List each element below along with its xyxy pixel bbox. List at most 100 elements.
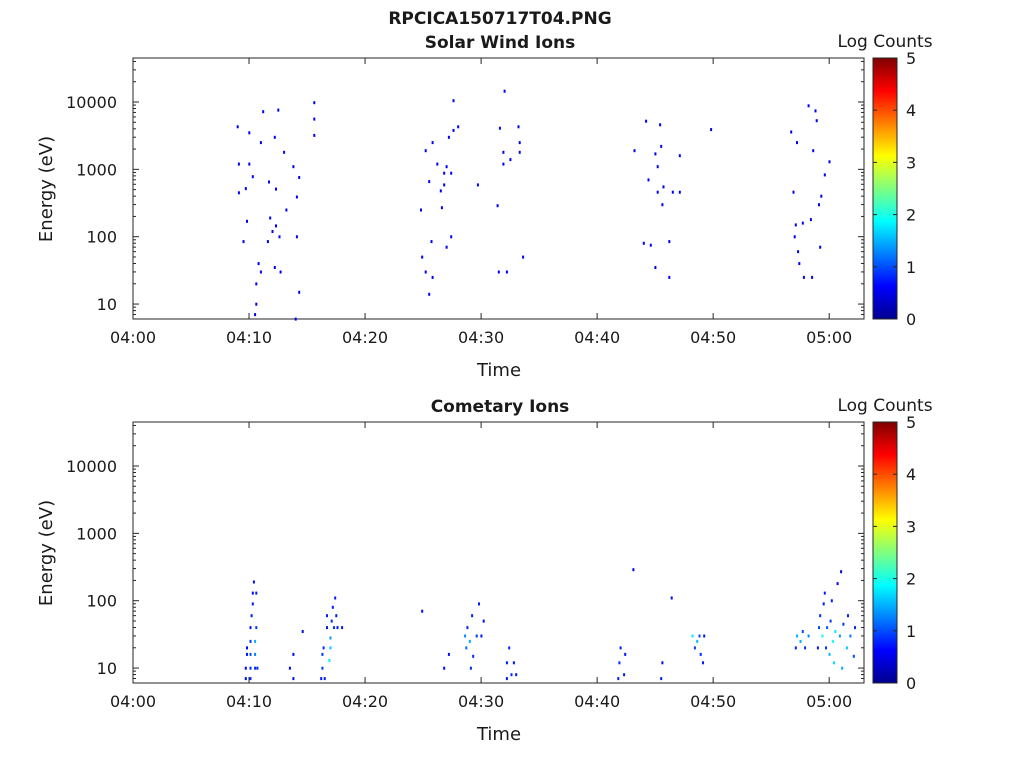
heatmap-cell xyxy=(244,666,247,670)
heatmap-cell xyxy=(246,652,248,656)
heatmap-cell xyxy=(283,150,286,154)
heatmap-cell xyxy=(512,661,515,665)
heatmap-cell xyxy=(320,677,323,681)
heatmap-cell xyxy=(662,185,665,189)
heatmap-cell xyxy=(821,634,824,638)
x-tick-label: 04:50 xyxy=(690,328,736,347)
heatmap-cell xyxy=(292,652,295,656)
heatmap-cell xyxy=(497,270,500,274)
heatmap-cell xyxy=(292,677,295,681)
colorbar xyxy=(872,57,898,320)
heatmap-cell xyxy=(796,634,798,638)
y-tick-label: 10 xyxy=(97,659,117,678)
heatmap-cell xyxy=(618,661,621,665)
heatmap-cell xyxy=(329,646,332,650)
heatmap-cell xyxy=(333,626,335,630)
x-axis-label: Time xyxy=(476,724,521,745)
heatmap-cell xyxy=(278,235,281,239)
y-tick-label: 10000 xyxy=(66,457,117,476)
heatmap-cell xyxy=(447,652,450,656)
heatmap-cell xyxy=(654,266,657,269)
heatmap-cell xyxy=(328,659,331,662)
heatmap-cell xyxy=(796,141,798,145)
heatmap-cell xyxy=(447,135,450,139)
heatmap-cell xyxy=(275,224,277,228)
heatmap-cell xyxy=(236,125,239,129)
heatmap-cell xyxy=(510,673,513,677)
heatmap-cell xyxy=(508,646,511,650)
heatmap-cell xyxy=(480,634,483,638)
colorbar-tick-label: 4 xyxy=(906,465,916,484)
heatmap-cell xyxy=(807,634,810,638)
heatmap-cell xyxy=(696,639,699,643)
heatmap-cell xyxy=(812,149,815,153)
heatmap-cell xyxy=(828,160,831,164)
heatmap-cell xyxy=(295,235,298,239)
heatmap-cell xyxy=(838,634,841,638)
heatmap-cell xyxy=(801,630,804,633)
heatmap-cell xyxy=(807,104,810,108)
heatmap-cell xyxy=(251,591,254,595)
heatmap-cell xyxy=(509,158,512,162)
colorbar-tick-label: 2 xyxy=(906,570,916,589)
heatmap-cell xyxy=(336,626,339,630)
heatmap-cell xyxy=(244,677,247,681)
colorbar-tick-label: 1 xyxy=(906,258,916,277)
heatmap-cell xyxy=(661,203,664,207)
heatmap-cell xyxy=(266,240,269,244)
heatmap-cell xyxy=(847,614,849,618)
plot-area xyxy=(132,57,865,320)
heatmap-cell xyxy=(250,614,253,618)
heatmap-cell xyxy=(252,580,255,584)
heatmap-cell xyxy=(246,646,248,650)
heatmap-cell xyxy=(273,135,276,139)
heatmap-cell xyxy=(313,117,316,121)
heatmap-cell xyxy=(831,639,834,643)
heatmap-cell xyxy=(502,150,505,154)
heatmap-cell xyxy=(471,614,474,618)
heatmap-cell xyxy=(472,654,475,658)
heatmap-cell xyxy=(298,290,301,294)
heatmap-cell xyxy=(334,596,337,600)
heatmap-cell xyxy=(251,175,254,179)
heatmap-cell xyxy=(244,187,247,191)
heatmap-cell xyxy=(275,187,277,191)
heatmap-cell xyxy=(428,180,431,184)
heatmap-cell xyxy=(421,609,424,613)
heatmap-cell xyxy=(326,614,328,618)
x-tick-label: 04:40 xyxy=(574,328,620,347)
heatmap-cell xyxy=(797,250,800,254)
x-tick-label: 04:10 xyxy=(226,328,272,347)
heatmap-cell xyxy=(633,149,636,153)
y-axis-label: Energy (eV) xyxy=(36,136,57,242)
heatmap-cell xyxy=(619,646,622,650)
heatmap-cell xyxy=(313,133,316,137)
heatmap-cell xyxy=(793,235,796,239)
heatmap-cell xyxy=(255,591,258,595)
heatmap-cell xyxy=(431,141,434,145)
heatmap-cell xyxy=(246,219,248,223)
heatmap-cell xyxy=(440,206,443,210)
heatmap-cell xyxy=(815,119,818,123)
heatmap-cell xyxy=(841,666,844,670)
y-tick-label: 10 xyxy=(97,295,117,314)
heatmap-cell xyxy=(642,241,645,245)
heatmap-cell xyxy=(421,255,424,259)
heatmap-cell xyxy=(632,568,635,572)
heatmap-cell xyxy=(330,619,333,623)
heatmap-cell xyxy=(285,208,288,212)
heatmap-cell xyxy=(794,646,797,650)
x-tick-label: 05:00 xyxy=(806,692,852,711)
x-axis-label: Time xyxy=(476,360,521,381)
y-axis-label: Energy (eV) xyxy=(36,500,57,606)
heatmap-cell xyxy=(814,109,817,113)
heatmap-cell xyxy=(256,666,259,670)
heatmap-cell xyxy=(647,178,650,182)
heatmap-cell xyxy=(288,666,291,670)
heatmap-cell xyxy=(482,619,485,623)
heatmap-cell xyxy=(249,626,252,630)
heatmap-cell xyxy=(478,602,480,606)
heatmap-cells xyxy=(236,89,831,321)
heatmap-cell xyxy=(430,240,433,244)
y-tick-label: 100 xyxy=(86,592,117,611)
